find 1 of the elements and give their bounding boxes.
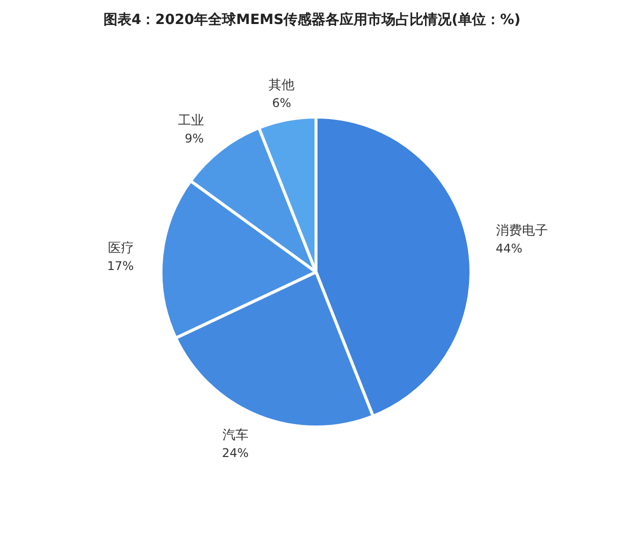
- chart-title: 图表4：2020年全球MEMS传感器各应用市场占比情况(单位：%): [103, 11, 521, 28]
